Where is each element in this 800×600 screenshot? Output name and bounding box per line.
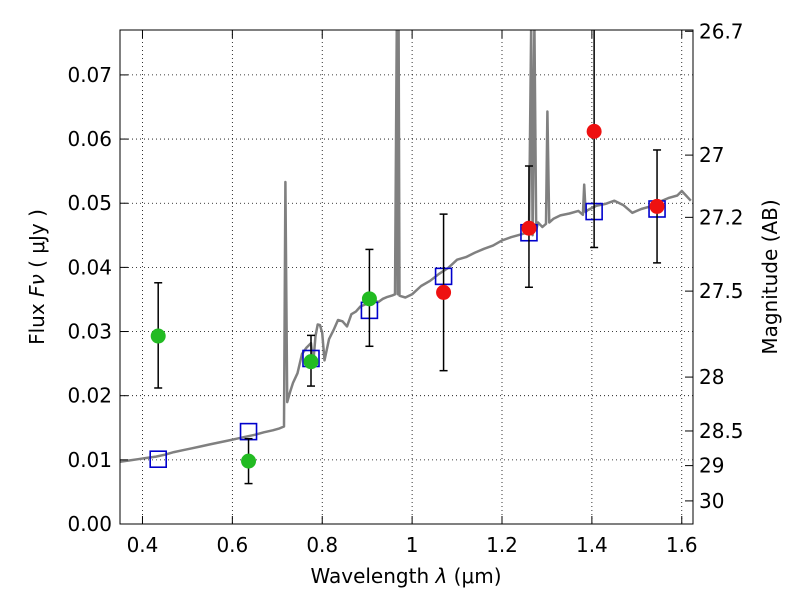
y2-tick-label: 29 — [699, 454, 724, 478]
observed-photometry-point — [303, 354, 319, 370]
model-spectrum-layer — [120, 30, 692, 464]
x-tick-label: 0.8 — [306, 533, 338, 557]
y2-tick-label: 28 — [699, 365, 724, 389]
y-tick-label: 0.03 — [67, 320, 112, 344]
y-tick-label: 0.05 — [67, 191, 112, 215]
y2-tick-label: 26.7 — [699, 19, 744, 43]
y-tick-label: 0.07 — [67, 63, 112, 87]
y-axis-label: Flux Fν ( μJy ) — [25, 209, 49, 345]
y-tick-label: 0.01 — [67, 448, 112, 472]
y-tick-label: 0.00 — [67, 512, 112, 536]
observed-photometry-point — [649, 198, 665, 214]
y2-tick-label: 30 — [699, 489, 724, 513]
synthetic-photometry-square — [149, 450, 167, 469]
grid-lines — [120, 30, 693, 524]
y2-tick-label: 27 — [699, 143, 724, 167]
x-tick-label: 1 — [406, 533, 419, 557]
y-tick-label: 0.02 — [67, 384, 112, 408]
synthetic-photometry-layer — [149, 200, 666, 469]
observed-photometry-point — [436, 284, 452, 300]
y2-tick-label: 28.5 — [699, 419, 744, 443]
x-tick-label: 1.6 — [666, 533, 698, 557]
x-tick-label: 0.6 — [216, 533, 248, 557]
observed-photometry-point — [150, 328, 166, 344]
y2-tick-label: 27.2 — [699, 205, 744, 229]
y2-tick-label: 27.5 — [699, 279, 744, 303]
x-axis-label: Wavelength λ (μm) — [310, 564, 501, 588]
model-spectrum-line — [120, 30, 692, 464]
axis-ticks: 0.4 0.6 0.8 1 1.2 1.4 1.6 0.00 0.01 0.02 0.03 0.04 0… — [67, 19, 743, 557]
x-tick-label: 1.2 — [486, 533, 518, 557]
observed-photometry-point — [361, 291, 377, 307]
plot-frame — [119, 29, 694, 525]
y-tick-label: 0.04 — [67, 255, 112, 279]
x-tick-label: 1.4 — [576, 533, 608, 557]
x-tick-label: 0.4 — [127, 533, 159, 557]
y-tick-label: 0.06 — [67, 127, 112, 151]
observed-photometry-point — [241, 453, 257, 469]
observed-photometry-point — [586, 123, 602, 139]
observed-photometry-layer — [150, 30, 665, 485]
observed-photometry-point — [521, 220, 537, 236]
secondary-y-axis-label: Magnitude (AB) — [758, 199, 782, 354]
